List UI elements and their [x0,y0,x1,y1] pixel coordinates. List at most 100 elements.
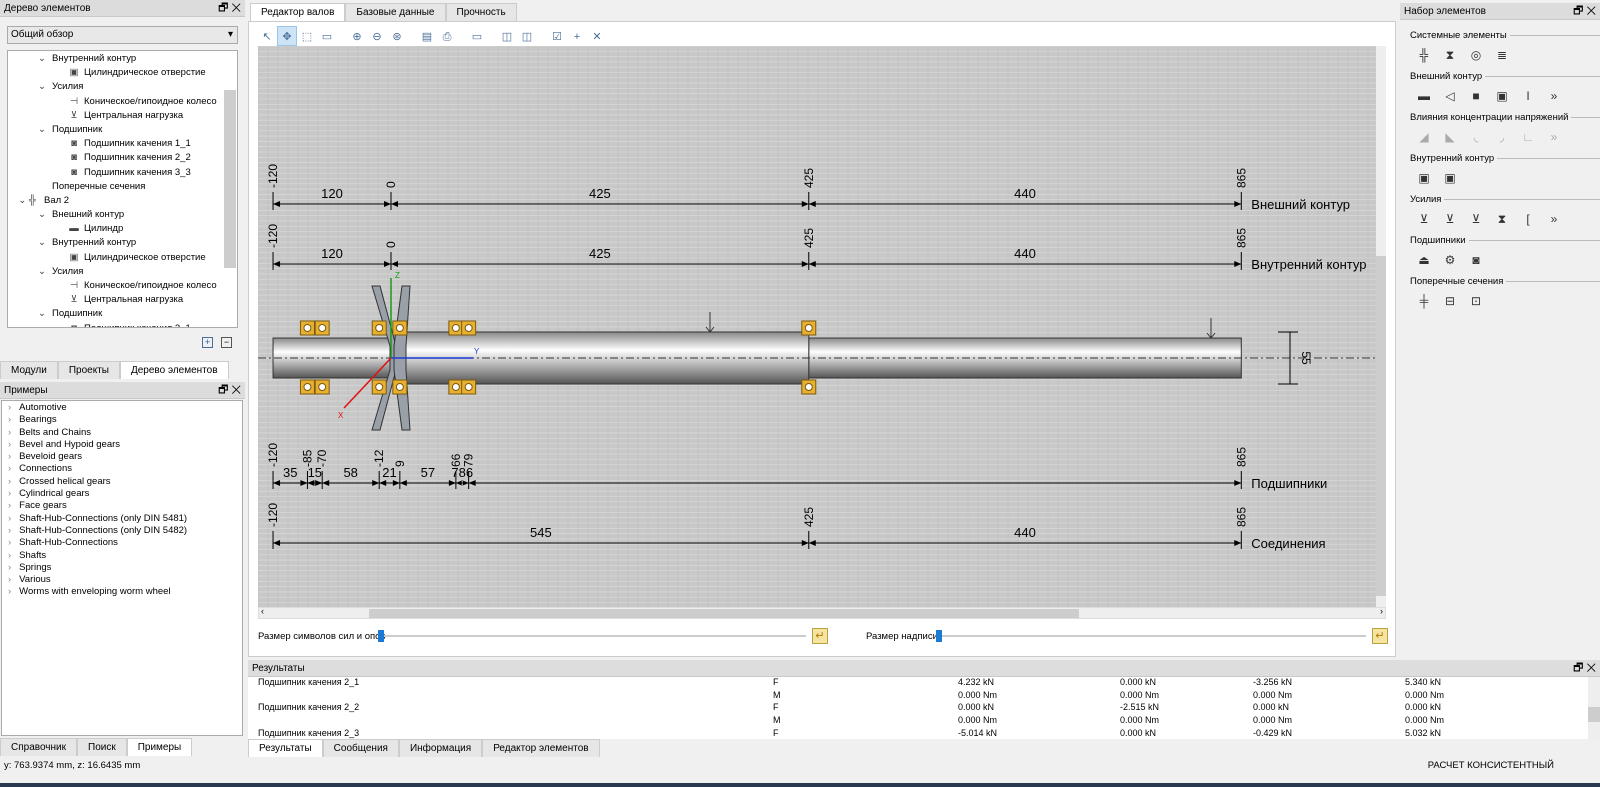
tab[interactable]: Поиск [77,738,127,756]
section-icon[interactable]: ╪ [1419,294,1429,308]
example-item[interactable]: › Automotive [8,402,67,413]
lines-icon[interactable]: ≣ [1496,48,1508,62]
float-close-icons[interactable]: 🗗 ✕ [1573,662,1596,674]
float-close-icons[interactable]: 🗗 ✕ [218,2,241,14]
section-2-icon[interactable]: ⊟ [1444,294,1456,308]
tab[interactable]: Дерево элементов [119,361,229,379]
more-icon[interactable]: » [1550,212,1558,226]
tree-item[interactable]: ⊣ Коническое/гипоидное колесо [8,95,237,109]
tree-item[interactable]: ⊻ Центральная нагрузка [8,109,237,123]
shaft-icon[interactable]: ╬ [1419,48,1429,62]
chevron-down-icon[interactable]: ⌄ [38,308,46,320]
apply-button[interactable]: ↵ [1372,628,1388,644]
tree-item[interactable]: ▣ Цилиндрическое отверстие [8,66,237,80]
tree-item[interactable]: ⌄ Внешний контур [8,208,237,222]
tree-item[interactable]: ⊻ Центральная нагрузка [8,293,237,307]
expand-all-button[interactable]: + [202,337,213,348]
example-item[interactable]: › Face gears [8,500,67,512]
select-icon[interactable]: ↖ [262,31,272,43]
chevron-down-icon[interactable]: ⌄ [38,237,46,249]
tree-item[interactable]: ⊣ Коническое/гипоидное колесо [8,279,237,293]
zoom-in-icon[interactable]: ⊕ [352,31,362,43]
load-icon[interactable]: ⊻ [1419,212,1429,226]
example-item[interactable]: › Shafts [8,549,47,561]
example-item[interactable]: › Bevel and Hypoid gears [8,438,121,450]
bore-2-icon[interactable]: ▣ [1444,171,1456,185]
cylinder-icon[interactable]: ▬ [1418,89,1430,103]
tab[interactable]: Модули [0,361,58,379]
example-item[interactable]: › Belts and Chains [8,426,91,438]
view-dropdown[interactable]: Общий обзор ▾ [7,26,238,44]
load-3-icon[interactable]: ⊻ [1471,212,1481,226]
more-icon[interactable]: » [1550,89,1558,103]
vertical-scrollbar[interactable] [1376,46,1386,607]
mirror-icon[interactable]: ◫ [501,31,513,43]
zoom-out-icon[interactable]: ⊖ [372,31,382,43]
example-item[interactable]: › Cylindrical gears [8,488,90,500]
tab[interactable]: Результаты [248,739,323,757]
more-icon[interactable]: » [1550,130,1558,144]
bracket-icon[interactable]: [ [1526,212,1530,226]
element-tree[interactable]: ⌄ Внутренний контур ▣ Цилиндрическое отверс… [7,50,238,328]
tab[interactable]: Прочность [445,3,517,21]
load-2-icon[interactable]: ⊻ [1445,212,1455,226]
move-icon[interactable]: ✥ [277,26,297,46]
zoom-window-icon[interactable]: ⬚ [301,31,313,43]
save-icon[interactable]: ▤ [421,31,433,43]
tree-item[interactable]: ⌄ Усилия [8,80,237,94]
label-size-slider[interactable] [936,630,1366,642]
tab[interactable]: Редактор элементов [482,739,600,757]
hourglass-icon[interactable]: ⧗ [1497,211,1507,226]
i-beam-icon[interactable]: I [1526,89,1530,103]
tree-item[interactable]: ⌄ ╬ Вал 2 [8,194,237,208]
tree-item[interactable]: ◙ Подшипник качения 3_3 [8,166,237,180]
delete-icon[interactable]: ✕ [592,31,602,43]
target-icon[interactable]: ◎ [1470,48,1482,62]
tab[interactable]: Сообщения [322,739,399,757]
tab[interactable]: Информация [398,739,483,757]
tree-item[interactable]: ◙ Подшипник качения 2_1 [8,322,237,327]
shaft-drawing-canvas[interactable]: -120 0 425 865 120 425 440 Внешний контур -120 0 4… [258,46,1376,607]
example-item[interactable]: › Crossed helical gears [8,475,111,487]
hourglass-icon[interactable]: ⧗ [1445,47,1455,62]
chamfer-r-icon[interactable]: ◣ [1445,130,1455,144]
radius-l-icon[interactable]: ◟ [1473,130,1479,144]
tab[interactable]: Проекты [57,361,120,379]
shaft-icon[interactable]: ⌄ ╬ [18,194,36,206]
collapse-all-button[interactable]: − [221,337,232,348]
tree-item[interactable]: ▬ Цилиндр [8,222,237,236]
tab[interactable]: Редактор валов [250,3,346,21]
check-icon[interactable]: ☑ [552,31,562,43]
chevron-down-icon[interactable]: ⌄ [38,209,46,221]
chevron-down-icon[interactable]: ⌄ [38,53,46,64]
example-item[interactable]: › Various [8,574,51,586]
results-table[interactable]: Подшипник качения 2_1 F 4.232 kN 0.000 kN -3… [248,677,1588,739]
tree-item[interactable]: ⌄ Внутренний контур [8,52,237,66]
example-item[interactable]: › Connections [8,463,72,475]
example-item[interactable]: › Bearings [8,414,57,426]
tab[interactable]: Справочник [0,738,77,756]
radius-r-icon[interactable]: ◞ [1499,130,1505,144]
add-icon[interactable]: + [573,31,581,43]
chevron-down-icon[interactable]: ⌄ [38,81,46,93]
square-icon[interactable]: ■ [1472,89,1480,103]
tree-item[interactable]: ⌄ Подшипник [8,307,237,321]
groove-icon[interactable]: ∟ [1522,130,1534,144]
chevron-down-icon[interactable]: ⌄ [38,265,46,277]
tree-item[interactable]: ⌄ Внутренний контур [8,236,237,250]
tree-item[interactable]: ⌄ Усилия [8,265,237,279]
tree-item[interactable]: ◙ Подшипник качения 2_2 [8,151,237,165]
tree-item[interactable]: ⌄ Подшипник [8,123,237,137]
float-close-icons[interactable]: 🗗 ✕ [1573,5,1596,17]
float-close-icons[interactable]: 🗗 ✕ [218,384,241,396]
example-item[interactable]: › Shaft-Hub-Connections (only DIN 5482) [8,524,188,536]
section-3-icon[interactable]: ⊡ [1470,294,1482,308]
chamfer-l-icon[interactable]: ◢ [1419,130,1429,144]
apply-button[interactable]: ↵ [812,628,828,644]
tree-item[interactable]: Поперечные сечения [8,180,237,194]
example-item[interactable]: › Shaft-Hub-Connections [8,537,118,549]
example-item[interactable]: › Shaft-Hub-Connections (only DIN 5481) [8,512,188,524]
bore-icon[interactable]: ▣ [1418,171,1430,185]
gear-icon[interactable]: ⚙ [1444,253,1456,267]
tree-scrollbar[interactable] [224,90,236,268]
